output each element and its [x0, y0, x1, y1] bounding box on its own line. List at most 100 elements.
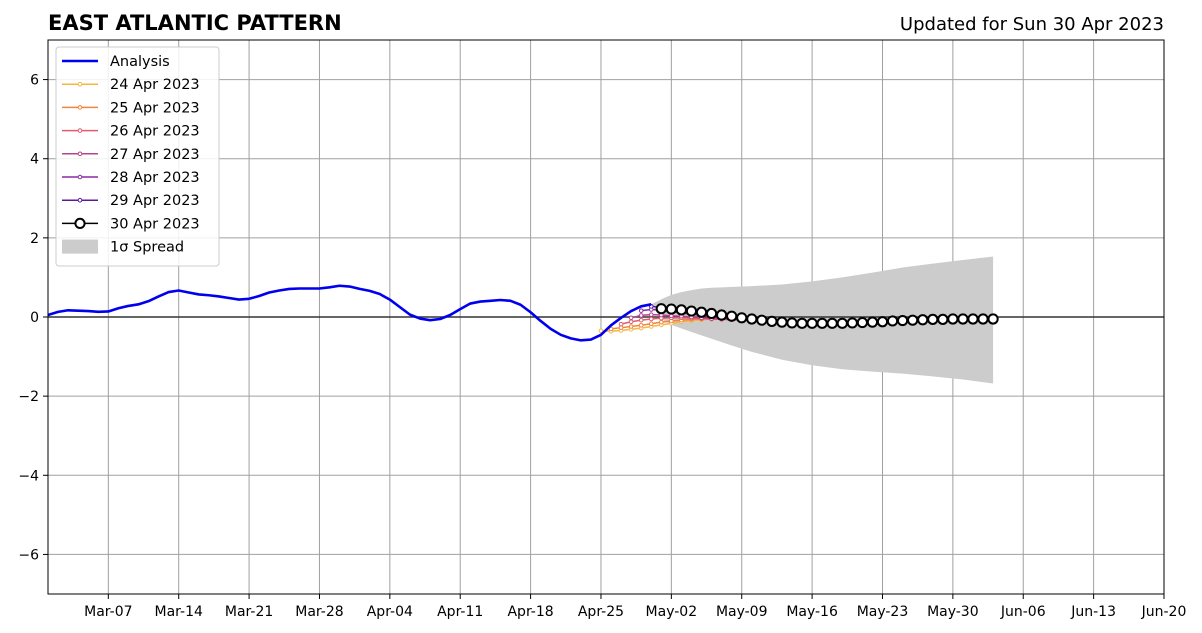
forecast-point: [638, 313, 644, 318]
legend-label: 26 Apr 2023: [110, 124, 200, 140]
forecast-point: [628, 315, 634, 321]
x-tick-label: Mar-07: [84, 604, 132, 620]
legend-entry: 1σ Spread: [62, 239, 184, 256]
x-tick-label: Jun-20: [1141, 604, 1187, 620]
legend-label: 24 Apr 2023: [110, 77, 200, 93]
forecast-point: [638, 308, 644, 313]
legend-label: 1σ Spread: [110, 240, 184, 256]
x-tick-label: Apr-04: [367, 604, 413, 620]
legend-label: Analysis: [110, 54, 170, 70]
latest-forecast-point: [675, 304, 688, 316]
forecast-point: [618, 325, 624, 330]
legend-entry: 30 Apr 2023: [62, 216, 200, 232]
legend-swatch-point: [77, 197, 83, 203]
x-tick-label: Mar-28: [295, 604, 343, 620]
y-tick-label: 6: [30, 73, 39, 89]
y-tick-label: −6: [18, 547, 39, 563]
y-tick-label: 0: [30, 310, 39, 326]
latest-forecast-point: [896, 314, 909, 327]
legend-swatch-point: [77, 174, 83, 180]
latest-forecast-point: [957, 313, 969, 325]
forecast-point: [598, 328, 604, 334]
forecast-point: [658, 319, 664, 325]
latest-forecast-point: [705, 307, 718, 320]
legend-entry: Analysis: [62, 54, 170, 70]
legend-entry: 28 Apr 2023: [62, 170, 200, 186]
y-tick-label: 2: [30, 231, 39, 247]
x-tick-label: Jun-06: [1000, 604, 1046, 620]
latest-forecast-point: [695, 306, 708, 318]
latest-forecast-point: [917, 314, 929, 326]
x-tick-label: Apr-11: [437, 604, 483, 620]
latest-forecast-point: [786, 317, 798, 329]
latest-forecast-point: [846, 317, 858, 329]
legend-swatch-point: [77, 128, 83, 133]
y-tick-label: −4: [18, 468, 39, 484]
legend-label: 28 Apr 2023: [110, 170, 200, 186]
legend-box: [55, 46, 220, 267]
latest-forecast-point: [947, 313, 959, 325]
latest-forecast-point: [937, 313, 949, 325]
forecast-point: [618, 321, 624, 327]
latest-forecast-point: [726, 310, 738, 322]
forecast-point: [638, 317, 644, 323]
forecast-point: [648, 321, 654, 327]
x-tick-label: Apr-25: [578, 604, 624, 620]
latest-forecast-point: [655, 303, 667, 315]
latest-forecast-point: [736, 312, 748, 324]
x-tick-label: Apr-18: [507, 604, 553, 620]
legend-label: 30 Apr 2023: [110, 216, 200, 232]
latest-forecast-point: [836, 317, 848, 329]
legend-swatch-point: [77, 151, 83, 157]
y-tick-label: −2: [18, 389, 39, 405]
latest-forecast-point: [766, 315, 778, 327]
legend: Analysis 24 Apr 2023 25 Apr 2023 26 Apr 202…: [55, 46, 220, 267]
legend-entry: 29 Apr 2023: [62, 193, 200, 209]
x-tick-label: May-02: [646, 604, 698, 620]
latest-forecast-point: [856, 316, 868, 329]
x-tick-label: Mar-14: [155, 604, 203, 620]
chart-subtitle: Updated for Sun 30 Apr 2023: [900, 14, 1164, 35]
legend-entry: 26 Apr 2023: [62, 124, 200, 140]
x-tick-label: May-09: [716, 604, 768, 620]
chart-title: EAST ATLANTIC PATTERN: [48, 11, 342, 35]
latest-forecast-point: [927, 313, 939, 325]
forecast-point: [628, 319, 634, 325]
latest-forecast-point: [776, 316, 788, 328]
latest-forecast-point: [716, 309, 728, 321]
forecast-point: [648, 316, 654, 322]
legend-swatch-point: [77, 81, 83, 87]
latest-forecast-layer: [655, 303, 999, 329]
legend-label: 29 Apr 2023: [110, 193, 200, 209]
legend-label: 27 Apr 2023: [110, 147, 200, 163]
forecast-point: [648, 312, 654, 317]
latest-forecast-point: [806, 317, 818, 329]
latest-forecast-point: [977, 313, 989, 325]
latest-forecast-point: [816, 317, 828, 329]
legend-swatch-spread: [62, 239, 98, 254]
legend-entry: 24 Apr 2023: [62, 77, 200, 93]
legend-swatch-point: [74, 217, 86, 229]
forecast-point: [638, 323, 644, 328]
y-tick-label: 4: [30, 152, 39, 168]
legend-entry: 27 Apr 2023: [62, 147, 200, 163]
x-tick-label: May-16: [786, 604, 838, 620]
latest-forecast-point: [665, 303, 677, 315]
latest-forecast-point: [967, 313, 979, 325]
latest-forecast-point: [826, 317, 838, 329]
x-tick-label: May-23: [857, 604, 909, 620]
latest-forecast-point: [987, 313, 999, 325]
latest-forecast-point: [866, 316, 879, 328]
latest-forecast-point: [746, 313, 758, 325]
x-axis-ticks: Mar-07 Mar-14 Mar-21 Mar-28 Apr-04 Apr-11 Apr-…: [84, 594, 1186, 620]
forecast-point: [628, 324, 634, 329]
latest-forecast-point: [876, 316, 889, 328]
legend-label: 25 Apr 2023: [110, 100, 200, 116]
latest-forecast-point: [907, 314, 919, 326]
latest-forecast-point: [796, 317, 808, 329]
x-tick-label: May-30: [927, 604, 979, 620]
analysis-line: [47, 284, 652, 342]
latest-forecast-point: [886, 315, 899, 327]
x-tick-label: Jun-13: [1070, 604, 1116, 620]
